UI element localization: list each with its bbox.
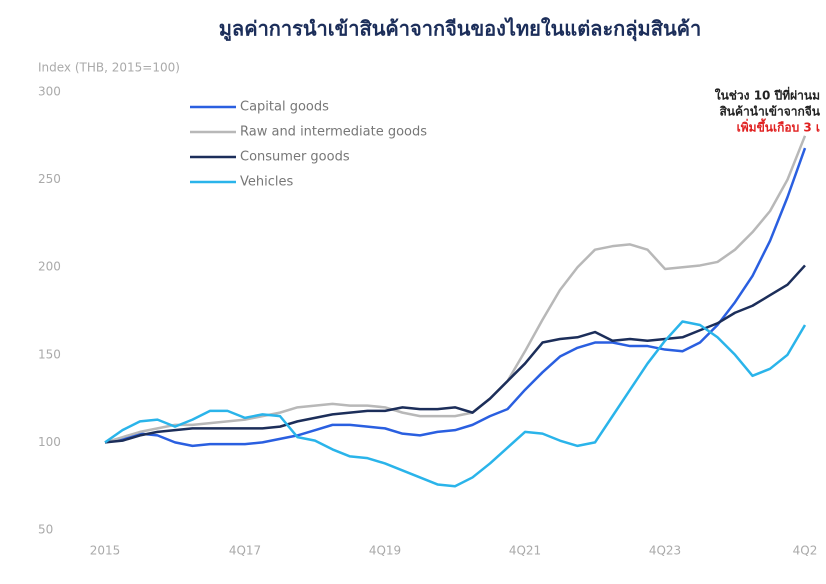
legend-label: Capital goods xyxy=(240,100,329,115)
chart-title: มูลค่าการนำเข้าสินค้าจากจีนของไทยในแต่ละ… xyxy=(219,17,701,43)
series-line xyxy=(104,147,807,448)
annotation: สินค้านำเข้าจากจีน xyxy=(719,105,820,119)
y-tick-label: 300 xyxy=(38,85,61,99)
x-tick-label: 4Q19 xyxy=(369,544,401,558)
x-tick-label: 4Q21 xyxy=(509,544,541,558)
x-tick-label: 4Q2 xyxy=(793,544,818,558)
annotation: ในช่วง 10 ปีที่ผ่านม xyxy=(715,87,820,103)
x-tick-label: 4Q23 xyxy=(649,544,681,558)
y-tick-label: 250 xyxy=(38,172,61,186)
y-tick-label: 50 xyxy=(38,523,53,537)
legend-label: Consumer goods xyxy=(240,150,350,165)
annotation: เพิ่มขึ้นเกือบ 3 เ xyxy=(737,118,820,135)
y-tick-label: 150 xyxy=(38,347,61,361)
legend-label: Raw and intermediate goods xyxy=(240,125,427,140)
series-line xyxy=(104,264,806,444)
y-tick-label: 100 xyxy=(38,435,61,449)
legend-label: Vehicles xyxy=(240,175,293,190)
y-tick-label: 200 xyxy=(38,260,61,274)
series-line xyxy=(104,320,807,488)
series-line xyxy=(104,135,807,444)
x-tick-label: 2015 xyxy=(90,544,121,558)
x-tick-label: 4Q17 xyxy=(229,544,261,558)
y-axis-label: Index (THB, 2015=100) xyxy=(38,61,180,75)
